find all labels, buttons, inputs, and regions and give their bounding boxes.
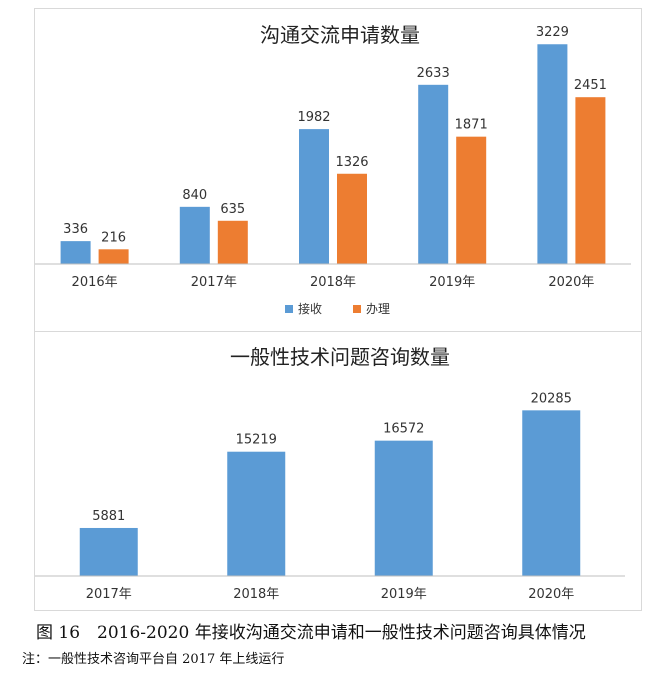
tick-label: 2017年 <box>191 275 237 290</box>
bar <box>217 220 248 264</box>
bar <box>456 136 487 264</box>
data-label: 336 <box>63 222 88 237</box>
legend-swatch <box>353 305 361 313</box>
chart-panel-consultation: 一般性技术问题咨询数量 5881 2017年 15219 2018年 16572 2019年… <box>34 331 642 611</box>
data-label: 2451 <box>574 78 607 93</box>
bar <box>79 527 138 576</box>
bar <box>575 97 606 264</box>
data-label: 20285 <box>531 391 572 406</box>
data-label: 5881 <box>92 509 125 524</box>
tick-label: 2019年 <box>381 587 427 602</box>
data-label: 635 <box>220 202 245 217</box>
data-label: 840 <box>182 188 207 203</box>
chart-title: 沟通交流申请数量 <box>260 23 420 47</box>
figure-caption: 图 16 2016-2020 年接收沟通交流申请和一般性技术问题咨询具体情况 <box>36 623 586 643</box>
bar <box>227 451 286 576</box>
data-label: 216 <box>101 230 126 245</box>
legend-swatch <box>285 305 293 313</box>
bar <box>418 84 449 264</box>
data-label: 1326 <box>335 155 368 170</box>
consultation-chart: 一般性技术问题咨询数量 5881 2017年 15219 2018年 16572 2019年… <box>35 345 625 602</box>
bar <box>374 440 433 576</box>
tick-label: 2018年 <box>310 275 356 290</box>
bar <box>537 44 568 264</box>
bar <box>179 206 210 264</box>
figure-note: 注：一般性技术咨询平台自 2017 年上线运行 <box>22 652 285 667</box>
bar <box>337 173 367 264</box>
tick-label: 2020年 <box>548 275 594 290</box>
data-label: 3229 <box>536 25 569 40</box>
tick-label: 2019年 <box>429 275 475 290</box>
legend-label: 接收 <box>298 301 322 316</box>
communication-chart: 沟通交流申请数量 336 216 2016年 840 635 2017年 1982 1326 20… <box>35 23 631 316</box>
legend-label: 办理 <box>366 301 390 316</box>
tick-label: 2016年 <box>72 275 118 290</box>
data-label: 16572 <box>383 422 424 437</box>
tick-label: 2020年 <box>528 587 574 602</box>
chart-title: 一般性技术问题咨询数量 <box>230 345 450 369</box>
tick-label: 2018年 <box>233 587 279 602</box>
bar <box>522 410 581 576</box>
tick-label: 2017年 <box>86 587 132 602</box>
data-label: 1982 <box>297 110 330 125</box>
data-label: 2633 <box>417 66 450 81</box>
bar <box>299 129 329 264</box>
bar <box>60 241 91 264</box>
chart-panel-communication: 沟通交流申请数量 336 216 2016年 840 635 2017年 1982 1326 20… <box>34 8 642 332</box>
data-label: 1871 <box>455 118 488 133</box>
data-label: 15219 <box>236 433 277 448</box>
bar <box>98 249 129 264</box>
